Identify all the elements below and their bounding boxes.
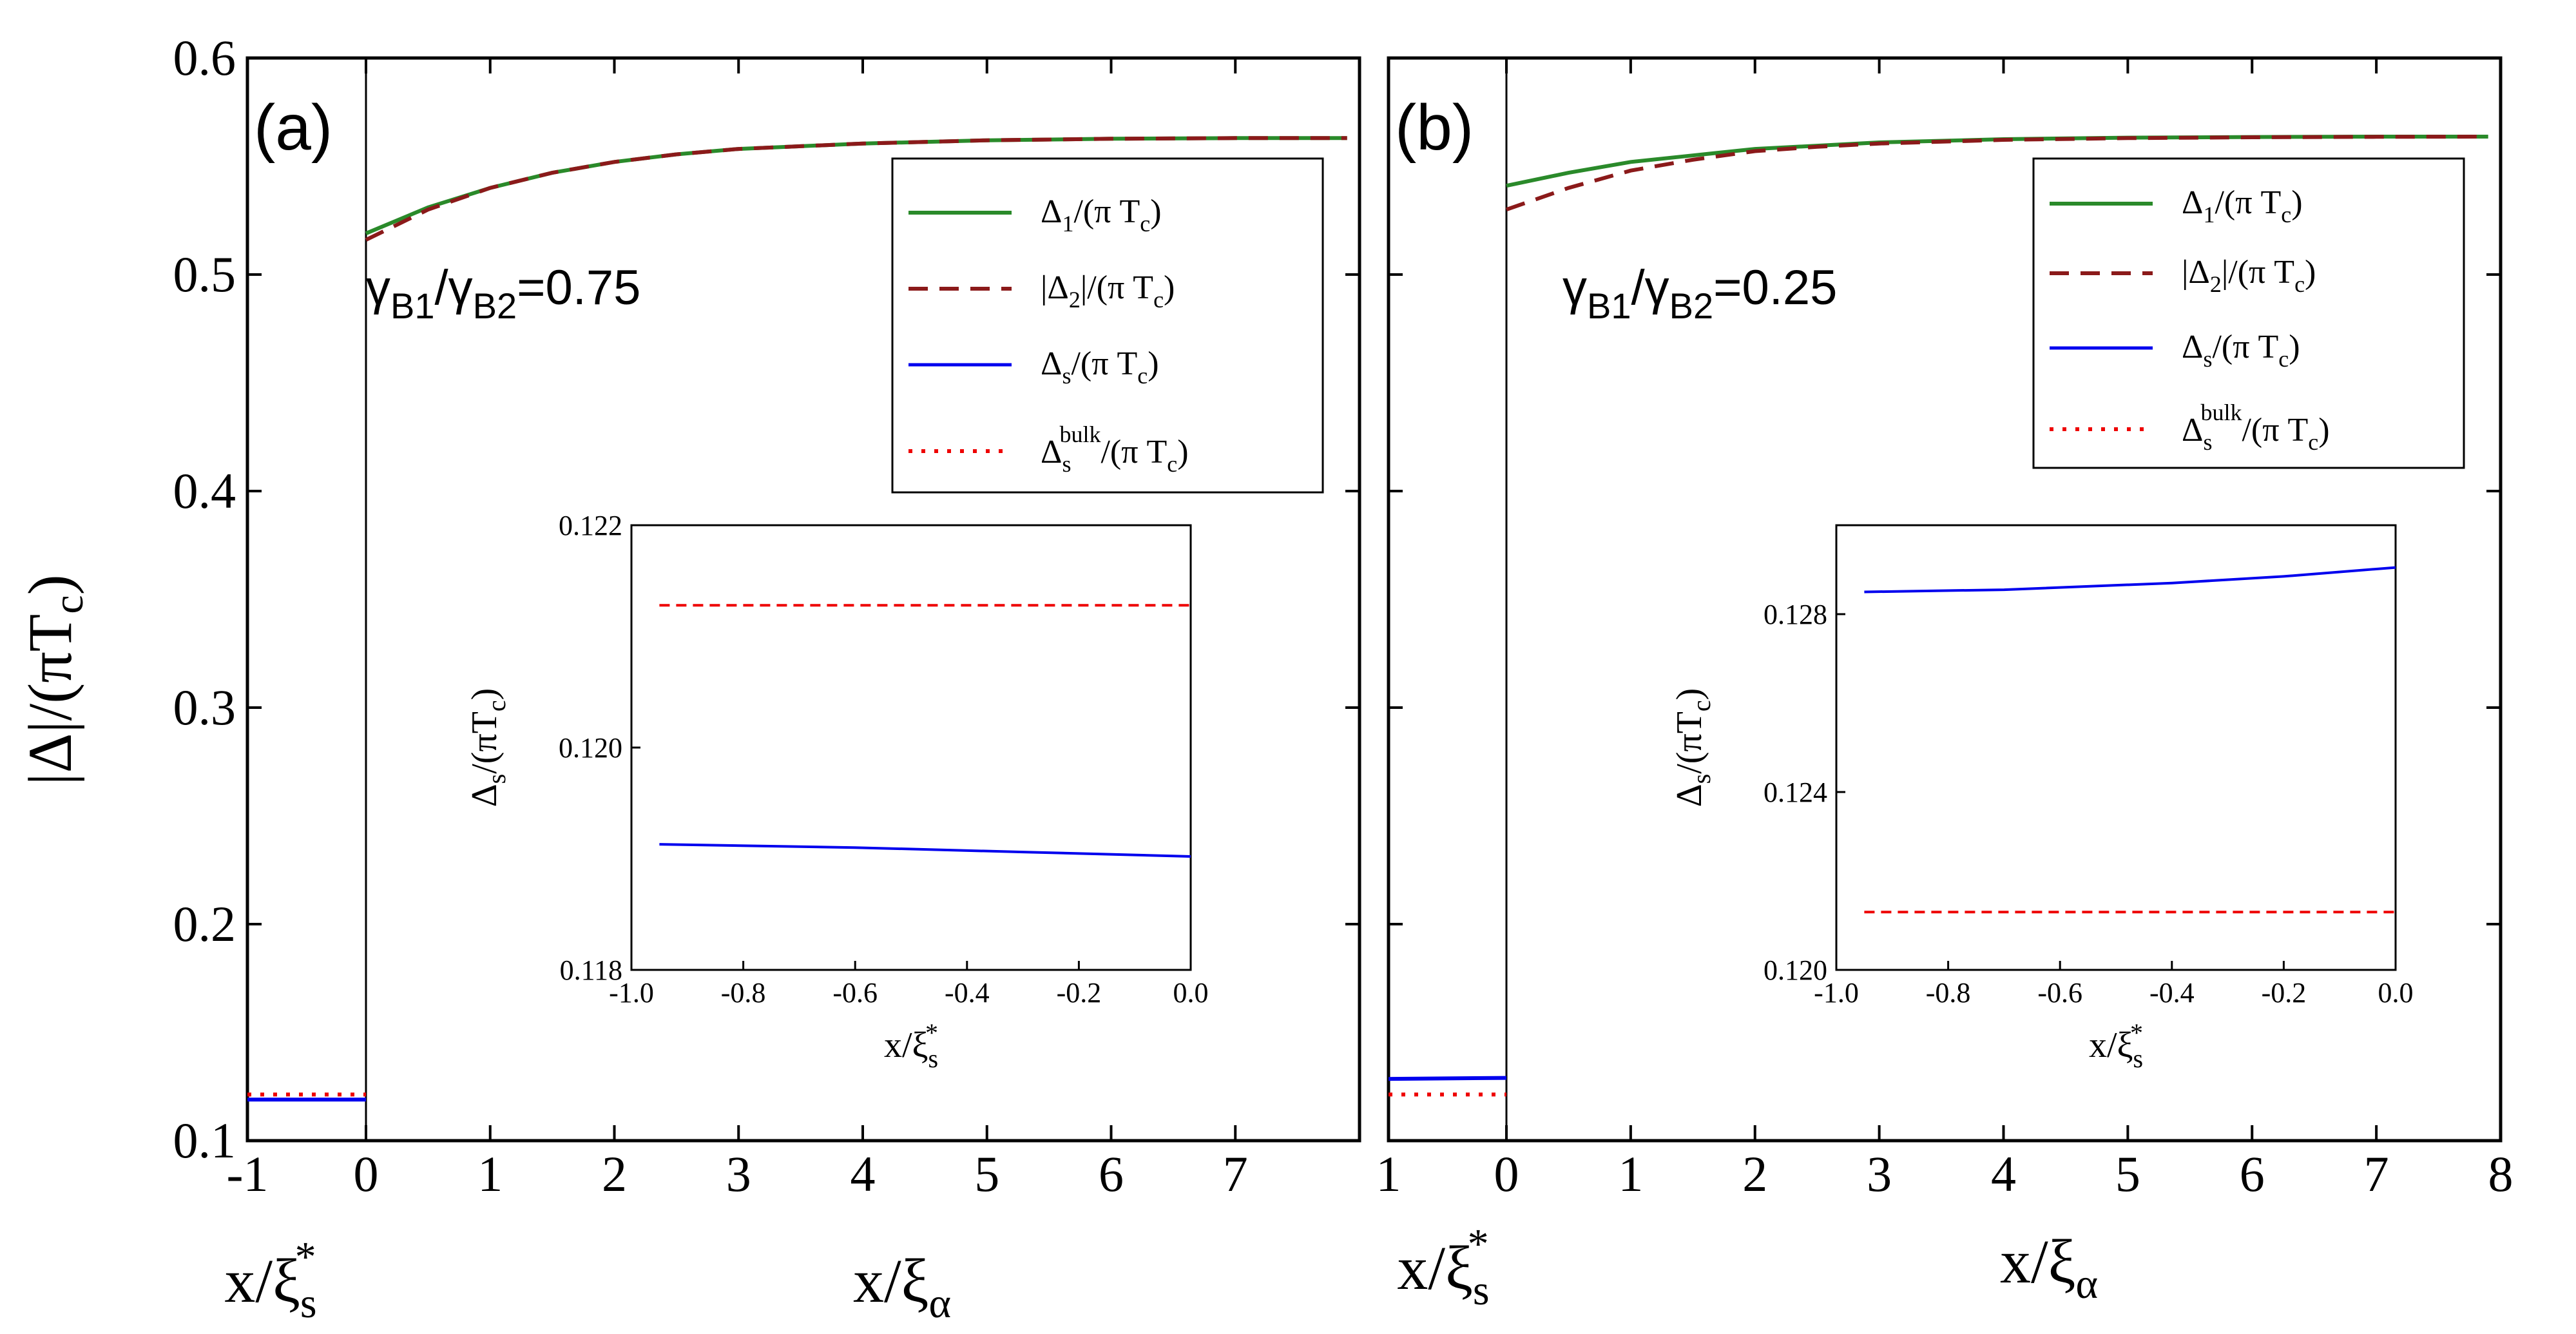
legend-b-label-delta2: |Δ2|/(π Tc) [2182,254,2316,297]
legend-a-label-delta1: Δ1/(π Tc) [1041,193,1162,237]
x-axis-title-left-a: x/ξs* [224,1233,316,1327]
x-axis-title-left-b: x/ξs* [1397,1221,1489,1314]
a-inset-xtick-label: -1.0 [609,977,654,1009]
panel-a-label: (a) [254,92,332,164]
b-xtick-label: 5 [2115,1146,2140,1202]
b-xtick-label: 3 [1867,1146,1892,1202]
b-xtick-label: 4 [1991,1146,2016,1202]
b-inset-xtick-label: -0.8 [1926,977,1971,1009]
b-inset-ytick-label: 0.128 [1764,599,1827,630]
panel-a-inset: -1.0 -0.8 -0.6 -0.4 -0.2 0.0 0.118 0.120 0.122 x… [465,510,1209,1073]
a-ytick-label: 0.3 [173,679,236,735]
a-xtick-label: -1 [227,1146,269,1202]
b-xtick-label: 8 [2488,1146,2514,1202]
b-inset-xtick-label: 0.0 [2378,977,2414,1009]
a-xtick-label: 6 [1099,1146,1124,1202]
a-ytick-label: 0.6 [173,30,236,86]
panel-a: 0.10.20.30.40.50.6 -1 0 1 2 3 4 5 6 7 (a) γB1/γB… [173,30,1361,1202]
b-series-line [1388,1076,1507,1081]
b-xtick-label: 6 [2240,1146,2265,1202]
a-inset-ytick-label: 0.122 [559,510,622,541]
b-xtick-label: 2 [1742,1146,1767,1202]
inset-a-xlabel: x/ξs* [884,1018,938,1073]
panel-b-frame [1387,56,2503,1143]
a-inset-xtick-label: 0.0 [1173,977,1209,1009]
panel-a-frame [245,56,1361,1143]
a-xtick-label: 2 [602,1146,627,1202]
inset-b-xlabel: x/ξs* [2089,1018,2143,1073]
b-xtick-label: 1 [1376,1146,1401,1202]
a-xtick-label: 4 [851,1146,876,1202]
x-axis-title-right-b: x/ξα [2000,1227,2098,1308]
a-inset-xtick-label: -0.2 [1057,977,1102,1009]
inset-a-ylabel: Δs/(πTc) [465,688,511,807]
b-inset-xtick-label: -0.6 [2037,977,2082,1009]
a-inset-ytick-label: 0.120 [559,732,622,764]
a-ytick-label: 0.2 [173,896,236,952]
panel-b-inset: -1.0 -0.8 -0.6 -0.4 -0.2 0.0 0.120 0.124 0.128 x… [1669,524,2414,1073]
a-inset-series-line [659,843,1191,858]
a-xtick-label: 5 [974,1146,999,1202]
b-xtick-label: 1 [1618,1146,1643,1202]
a-inset-ytick-label: 0.118 [560,954,622,986]
a-series-line [365,136,1347,242]
legend-a-label-delta2: |Δ2|/(π Tc) [1041,269,1175,313]
b-xtick-label: 0 [1494,1146,1519,1202]
b-inset-ytick-label: 0.124 [1764,777,1827,808]
b-inset-xtick-label: -1.0 [1814,977,1859,1009]
b-inset-ytick-label: 0.120 [1764,954,1827,986]
inset-b-ylabel: Δs/(πTc) [1669,688,1716,807]
a-xtick-label: 7 [1223,1146,1248,1202]
panel-a-legend: Δ1/(π Tc) |Δ2|/(π Tc) Δs/(π Tc) Δsbulk/(… [891,157,1324,494]
panel-b-label: (b) [1395,92,1474,164]
a-ytick-label: 0.1 [173,1112,236,1168]
a-xtick-label: 3 [726,1146,751,1202]
b-inset-xtick-label: -0.4 [2149,977,2195,1009]
panel-b-legend: Δ1/(π Tc) |Δ2|/(π Tc) Δs/(π Tc) Δsbulk/(… [2032,157,2465,469]
a-xtick-label: 0 [354,1146,379,1202]
a-inset-xtick-label: -0.4 [945,977,990,1009]
a-inset-xtick-label: -0.8 [721,977,766,1009]
b-xtick-label: 7 [2364,1146,2389,1202]
b-inset-series-line [1864,566,2396,594]
a-ytick-label: 0.5 [173,246,236,302]
a-xtick-label: 1 [477,1146,503,1202]
a-ytick-label: 0.4 [173,463,236,519]
a-inset-xtick-label: -0.6 [832,977,878,1009]
b-inset-xtick-label: -0.2 [2262,977,2307,1009]
b-series-line [1506,135,2488,212]
legend-b-label-delta1: Δ1/(π Tc) [2182,184,2303,227]
